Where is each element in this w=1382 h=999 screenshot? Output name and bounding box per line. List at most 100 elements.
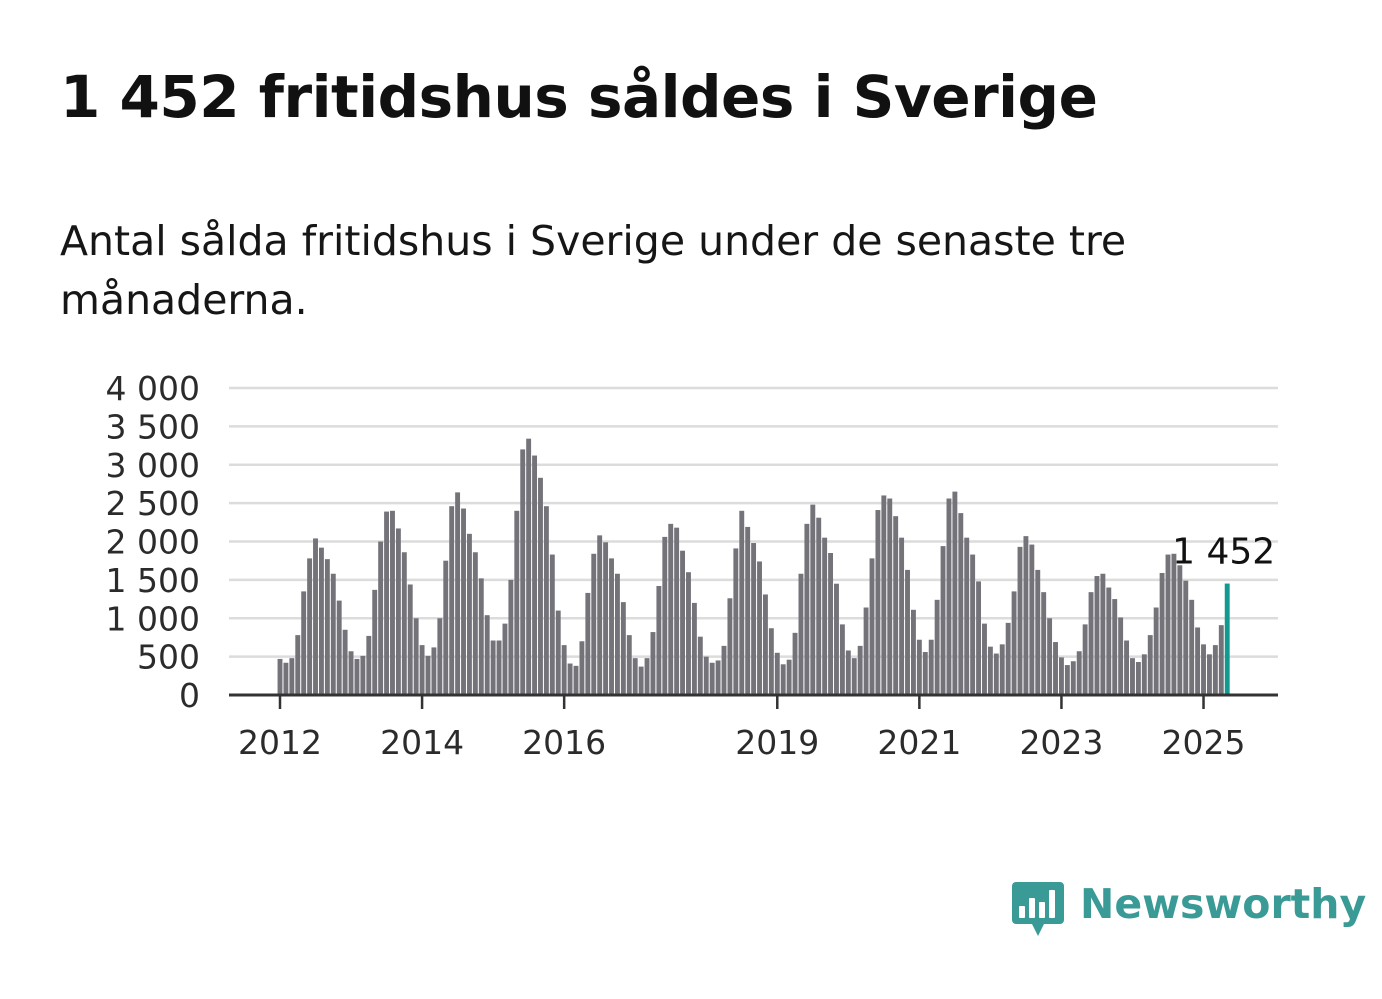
bar [620, 602, 626, 695]
bar [597, 535, 603, 695]
bar [792, 632, 798, 695]
bar [686, 572, 691, 695]
bar [768, 628, 774, 695]
bar [881, 495, 887, 695]
bar [869, 558, 875, 695]
y-tick-label: 1 000 [106, 599, 200, 638]
bar [1153, 607, 1159, 695]
bar [324, 559, 330, 695]
bar [1124, 640, 1130, 695]
y-tick-label: 2 500 [106, 484, 200, 523]
y-tick-label: 2 000 [106, 523, 200, 562]
bar [1171, 553, 1177, 695]
bar [899, 537, 905, 695]
bar [1106, 587, 1112, 695]
bar [1053, 642, 1058, 695]
bar [745, 526, 751, 695]
bar [603, 542, 609, 695]
bar [999, 644, 1005, 695]
bar [484, 615, 490, 695]
bar [1023, 536, 1029, 695]
last-value-label: 1 452 [1172, 532, 1275, 573]
bar [940, 546, 946, 695]
bar [555, 610, 561, 695]
x-tick-label: 2025 [1162, 723, 1246, 762]
bar [691, 602, 697, 695]
bar [680, 550, 686, 695]
bar [461, 508, 466, 695]
bar [934, 599, 940, 695]
bar [644, 658, 650, 695]
bar [976, 581, 982, 695]
bar [922, 652, 928, 695]
bar [455, 492, 461, 695]
bar [946, 498, 952, 695]
bar [526, 438, 532, 695]
bar [662, 536, 668, 695]
bar [810, 504, 816, 695]
bar [496, 640, 502, 695]
bar [1165, 554, 1171, 695]
bar [839, 624, 845, 695]
bar [449, 506, 455, 695]
bar [668, 523, 674, 695]
bar [508, 579, 514, 696]
bar [431, 647, 437, 695]
bar [780, 664, 786, 695]
bar [614, 573, 620, 695]
bar [1005, 622, 1011, 695]
bar [774, 652, 780, 695]
bar [437, 618, 443, 695]
bar [585, 592, 591, 695]
bar [964, 537, 970, 695]
bar [1147, 635, 1153, 695]
bar [466, 533, 472, 695]
bar [561, 645, 567, 695]
bar [1177, 565, 1183, 695]
bar [307, 558, 313, 695]
bar [591, 553, 597, 695]
bar [609, 558, 614, 695]
bar [822, 537, 828, 695]
bar [378, 541, 384, 695]
bar [1195, 627, 1201, 695]
x-axis-ticks: 2012 2014 2016 2019 2021 2023 2025 [238, 695, 1246, 762]
y-tick-label: 3 000 [106, 446, 200, 485]
bar [857, 645, 863, 695]
bar [1070, 661, 1076, 695]
bar [703, 656, 709, 696]
bar [443, 560, 449, 695]
bar [1058, 657, 1064, 695]
bar [1082, 624, 1088, 695]
bar [579, 641, 585, 695]
bar [1011, 591, 1017, 695]
bar [1189, 599, 1195, 695]
bar [1159, 572, 1165, 695]
bar [277, 658, 283, 695]
bar [384, 511, 390, 695]
bar [366, 635, 372, 695]
y-tick-label: 4 000 [106, 369, 200, 408]
bar [1135, 662, 1141, 695]
bar [632, 658, 638, 695]
bar [360, 655, 366, 695]
bar [289, 658, 295, 695]
bar [407, 584, 413, 695]
bar [1047, 618, 1053, 695]
bar [1017, 546, 1023, 695]
newsworthy-logo-text: Newsworthy [1080, 880, 1367, 928]
x-tick-label: 2012 [238, 723, 322, 762]
bar [401, 552, 407, 695]
bar [1118, 617, 1124, 695]
bar [1088, 592, 1094, 695]
bar [958, 513, 964, 695]
bar [751, 543, 757, 695]
x-tick-label: 2023 [1019, 723, 1103, 762]
bar [313, 538, 318, 695]
bar [520, 449, 526, 695]
bar [697, 636, 703, 695]
bar [650, 632, 656, 695]
bar-latest [1224, 583, 1230, 695]
bar [1112, 599, 1118, 695]
